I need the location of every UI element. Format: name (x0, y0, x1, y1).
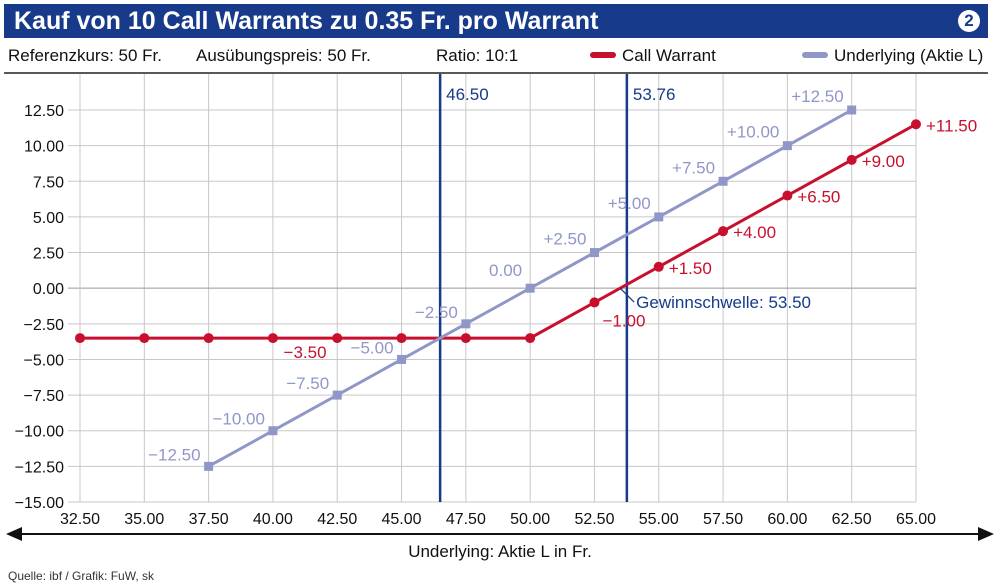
data-label-call-warrant: −3.50 (284, 343, 327, 362)
marker-vline-label: 53.76 (633, 85, 676, 104)
series-point-call-warrant (203, 333, 214, 344)
legend-swatch-call-warrant (590, 51, 616, 58)
series-point-call-warrant (525, 333, 536, 344)
x-tick-label: 42.50 (317, 511, 357, 528)
y-tick-label: 0.00 (33, 281, 64, 298)
data-label-underlying: +10.00 (727, 123, 779, 142)
y-tick-label: −5.00 (24, 352, 65, 369)
series-line (80, 122, 917, 340)
data-label-underlying: −2.50 (415, 303, 458, 322)
break-even-label: Gewinnschwelle: 53.50 (636, 293, 811, 312)
data-label-underlying: +2.50 (543, 230, 586, 249)
data-label-call-warrant: +9.00 (862, 152, 905, 171)
x-tick-label: 40.00 (253, 511, 293, 528)
data-label-call-warrant: −1.00 (602, 311, 645, 330)
x-tick-label: 55.00 (639, 511, 679, 528)
x-tick-label: 47.50 (446, 511, 486, 528)
y-tick-label: 12.50 (24, 103, 64, 120)
series-point-call-warrant (782, 190, 793, 201)
series-point-call-warrant (139, 333, 150, 344)
ratio-label: Ratio: 10:1 (436, 46, 519, 65)
figure-number-badge: 2 (958, 10, 980, 32)
data-label-underlying: +5.00 (608, 194, 651, 213)
x-tick-label: 50.00 (510, 511, 550, 528)
series-point-underlying (397, 354, 407, 364)
reference-price-label: Referenzkurs: 50 Fr. (8, 46, 163, 65)
series-point-underlying (654, 212, 664, 222)
y-tick-label: 2.50 (33, 246, 64, 263)
series-point-call-warrant (653, 261, 664, 272)
data-label-call-warrant: +6.50 (797, 188, 840, 207)
series-point-underlying (782, 141, 792, 151)
series-point-underlying (589, 248, 599, 258)
data-label-underlying: −12.50 (148, 445, 200, 464)
strike-price-label: Ausübungspreis: 50 Fr. (196, 46, 371, 65)
y-tick-label: 10.00 (24, 139, 64, 156)
series-point-call-warrant (846, 154, 857, 165)
y-tick-label: −10.00 (15, 424, 64, 441)
legend-call-warrant: Call Warrant (590, 46, 716, 66)
data-label-call-warrant: +4.00 (733, 223, 776, 242)
legend-label-call-warrant: Call Warrant (622, 46, 716, 65)
series-point-call-warrant (718, 226, 729, 237)
y-tick-label: 7.50 (33, 174, 64, 191)
x-axis-arrow-left (6, 527, 22, 541)
series-point-call-warrant (332, 333, 343, 344)
x-tick-label: 32.50 (60, 511, 100, 528)
series-point-call-warrant (460, 333, 471, 344)
data-label-underlying: −5.00 (351, 338, 394, 357)
y-tick-label: 5.00 (33, 210, 64, 227)
legend-underlying: Underlying (Aktie L) (802, 46, 983, 66)
legend-label-underlying: Underlying (Aktie L) (834, 46, 984, 65)
x-tick-label: 45.00 (382, 511, 422, 528)
x-tick-label: 52.50 (574, 511, 614, 528)
source-note: Quelle: ibf / Grafik: FuW, sk (8, 569, 155, 583)
chart-title: Kauf von 10 Call Warrants zu 0.35 Fr. pr… (14, 7, 599, 35)
x-tick-label: 62.50 (832, 511, 872, 528)
series-point-call-warrant (267, 333, 278, 344)
series-point-call-warrant (589, 297, 600, 308)
data-label-underlying: +7.50 (672, 158, 715, 177)
x-tick-label: 37.50 (189, 511, 229, 528)
title-bar: Kauf von 10 Call Warrants zu 0.35 Fr. pr… (4, 4, 988, 38)
data-label-underlying: 0.00 (489, 261, 522, 280)
series-point-call-warrant (911, 119, 921, 130)
data-label-call-warrant: +1.50 (669, 259, 712, 278)
data-label-underlying: −7.50 (286, 374, 329, 393)
series-point-underlying (204, 461, 214, 471)
x-axis-arrow-right (978, 527, 994, 541)
x-tick-label: 35.00 (124, 511, 164, 528)
y-tick-label: −2.50 (24, 317, 65, 334)
x-tick-label: 60.00 (767, 511, 807, 528)
data-label-underlying: −10.00 (212, 410, 264, 429)
data-label-call-warrant: +11.50 (926, 116, 977, 135)
series-point-underlying (461, 319, 471, 329)
info-row: Referenzkurs: 50 Fr. Ausübungspreis: 50 … (4, 42, 988, 72)
x-axis-label: Underlying: Aktie L in Fr. (408, 542, 592, 561)
marker-vline-label: 46.50 (446, 85, 489, 104)
series-point-underlying (847, 105, 857, 115)
legend-swatch-underlying (802, 51, 828, 58)
y-tick-label: −7.50 (24, 388, 65, 405)
series-point-underlying (525, 283, 535, 293)
y-tick-label: −12.50 (15, 459, 64, 476)
series-point-underlying (332, 390, 342, 400)
y-tick-label: −15.00 (15, 495, 64, 512)
x-tick-label: 57.50 (703, 511, 743, 528)
series-point-call-warrant (396, 333, 407, 344)
break-even-leader (619, 287, 635, 303)
x-tick-label: 65.00 (896, 511, 936, 528)
series-point-call-warrant (75, 333, 85, 344)
series-point-underlying (268, 426, 278, 436)
series-point-underlying (718, 176, 728, 186)
data-label-underlying: +12.50 (791, 87, 843, 106)
